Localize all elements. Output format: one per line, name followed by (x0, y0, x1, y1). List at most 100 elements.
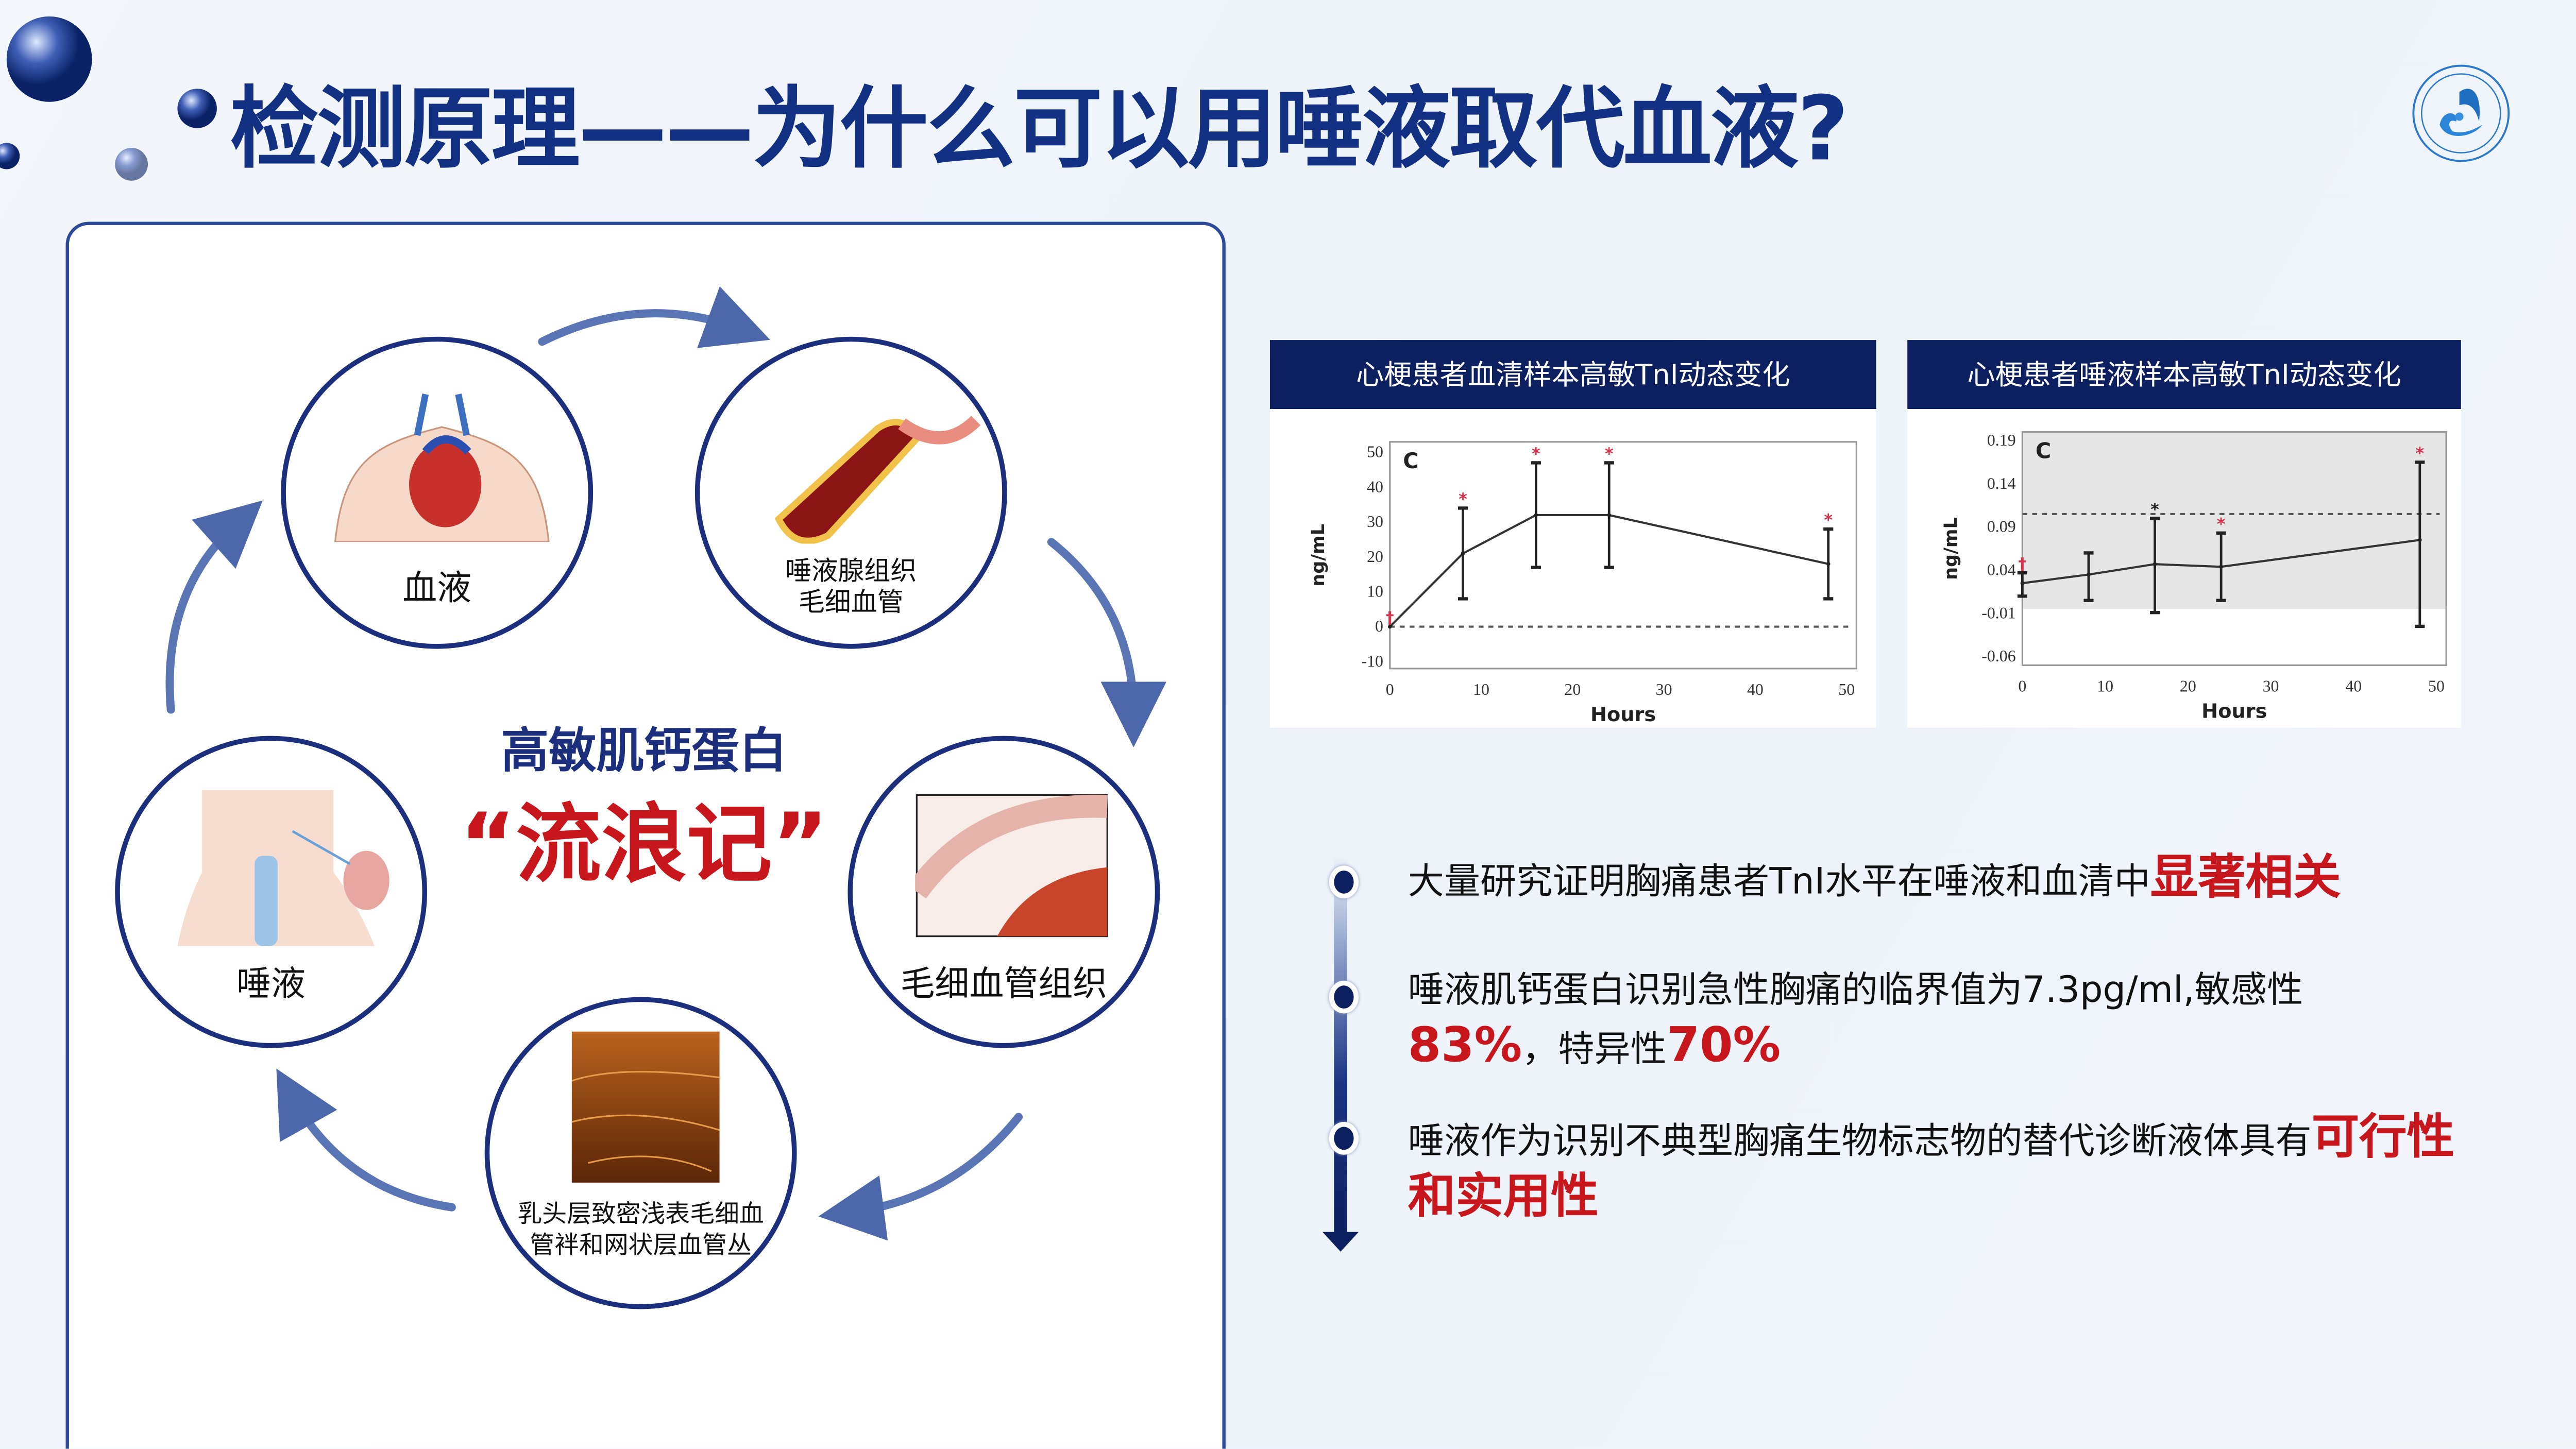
y-tick-label: 0.14 (1987, 474, 2016, 492)
panel-label: C (1403, 449, 1418, 473)
significance-marker: * (1605, 444, 1614, 464)
x-tick-label: 10 (2097, 677, 2113, 695)
x-tick-label: 10 (1473, 680, 1489, 698)
cycle-node-salivary-gland-capillary: 唾液腺组织 毛细血管 (694, 336, 1007, 649)
data-point (2418, 538, 2422, 542)
timeline-line (1334, 854, 1347, 1235)
tissue-section-icon (915, 794, 1108, 937)
bullet-dot-icon (1329, 1121, 1359, 1155)
bullet-3: 唾液作为识别不典型胸痛生物标志物的替代诊断液体具有可行性和实用性 (1408, 1111, 2460, 1229)
x-tick-label: 20 (2180, 677, 2196, 695)
data-point (1387, 624, 1392, 629)
arrow-icon (818, 1113, 1023, 1241)
x-tick-label: 0 (2018, 677, 2026, 695)
y-tick-label: 40 (1367, 478, 1383, 496)
significance-marker: * (2416, 444, 2425, 463)
panel-label: C (2036, 439, 2051, 464)
data-point (2219, 565, 2223, 569)
blood-vessel-icon (774, 416, 981, 544)
molecule-decoration-icon (0, 16, 217, 181)
x-tick-label: 50 (1838, 680, 1855, 698)
chart-header: 心梗患者血清样本高敏TnI动态变化 (1269, 340, 1876, 410)
bullet-highlight: 83% (1408, 1016, 1522, 1073)
significance-marker: * (2150, 500, 2159, 519)
y-tick-label: 30 (1367, 513, 1383, 531)
cycle-node-saliva: 唾液 (115, 736, 428, 1048)
y-tick-label: 0.19 (1987, 431, 2016, 449)
chart-header: 心梗患者唾液样本高敏TnI动态变化 (1907, 340, 2461, 410)
x-tick-label: 30 (2263, 677, 2279, 695)
significance-marker: * (1459, 489, 1467, 509)
heart-anatomy-icon (334, 394, 550, 542)
cycle-arrows (165, 286, 1167, 1241)
y-tick-label: -10 (1361, 652, 1383, 670)
data-point (1461, 551, 1465, 556)
y-tick-label: 0.09 (1987, 518, 2016, 536)
shaded-band (2022, 432, 2447, 609)
neck-thyroid-icon (177, 790, 389, 946)
bullet-text: 大量研究证明胸痛患者TnI水平在唾液和血清中 (1408, 862, 2150, 904)
page-title: 检测原理——为什么可以用唾液取代血液? (230, 77, 1849, 181)
saliva-chart: C -0.06 -0.01 0.04 0.09 0.14 0.19 0 10 20 30 40 50 Ho… (1940, 431, 2447, 723)
center-title: 高敏肌钙蛋白 (501, 723, 787, 779)
node-label: 唾液 (236, 964, 306, 1004)
x-tick-label: 30 (1656, 680, 1672, 698)
node-label: 毛细血管 (798, 586, 904, 618)
serum-chart-card: 心梗患者血清样本高敏TnI动态变化 C -10 0 10 20 30 40 50 0 10 20 30… (1269, 340, 1876, 728)
significance-marker: * (1824, 510, 1833, 530)
y-axis-label: ng/mL (1940, 517, 1961, 580)
y-tick-label: -0.06 (1981, 647, 2015, 665)
arrow-icon (276, 1068, 456, 1212)
bullet-2: 唾液肌钙蛋白识别急性胸痛的临界值为7.3pg/ml,敏感性 83%，特异性70% (1408, 966, 2460, 1078)
y-tick-label: -0.01 (1981, 604, 2015, 622)
bullet-dot-icon (1329, 865, 1359, 899)
arrow-down-icon (1322, 1232, 1359, 1252)
y-tick-label: 50 (1367, 443, 1383, 461)
capillary-micrograph-icon (571, 1031, 720, 1183)
data-point (1607, 513, 1612, 517)
x-axis-label: Hours (2201, 700, 2267, 723)
data-point (2087, 572, 2091, 577)
logo (2412, 64, 2510, 162)
x-tick-label: 0 (1386, 680, 1394, 698)
node-label: 管袢和网状层血管丛 (530, 1230, 752, 1260)
y-tick-label: 20 (1367, 548, 1383, 566)
bullet-dot-icon (1329, 980, 1359, 1014)
data-point (2153, 562, 2157, 567)
cycle-node-blood: 血液 (281, 336, 594, 649)
plot-frame (1389, 441, 1857, 670)
center-subtitle: “流浪记” (460, 796, 828, 895)
significance-marker: * (1532, 444, 1540, 464)
node-label: 毛细血管组织 (900, 964, 1108, 1004)
data-point (2020, 581, 2025, 585)
node-label: 血液 (402, 568, 472, 608)
significance-marker: † (2018, 554, 2026, 574)
significance-marker: † (1386, 608, 1394, 627)
bullet-1: 大量研究证明胸痛患者TnI水平在唾液和血清中显著相关 (1408, 851, 2460, 910)
y-tick-label: 10 (1367, 582, 1383, 600)
x-tick-label: 50 (2428, 677, 2445, 695)
y-axis-label: ng/mL (1308, 524, 1329, 587)
arrow-icon (1047, 538, 1167, 747)
arrow-icon (538, 286, 770, 348)
bullet-text: 唾液肌钙蛋白识别急性胸痛的临界值为7.3pg/ml,敏感性 (1408, 970, 2303, 1012)
data-point (1534, 513, 1538, 517)
cycle-node-papillary-layer: 乳头层致密浅表毛细血 管袢和网状层血管丛 (484, 997, 797, 1309)
node-label: 唾液腺组织 (785, 555, 917, 587)
data-point (1826, 561, 1831, 566)
arrow-icon (165, 500, 263, 714)
bullet-highlight: 显著相关 (2150, 849, 2341, 906)
bullet-text: ，特异性 (1522, 1030, 1667, 1071)
cycle-node-capillary-tissue: 毛细血管组织 (848, 736, 1160, 1048)
bullet-highlight: 70% (1666, 1016, 1781, 1073)
saliva-chart-card: 心梗患者唾液样本高敏TnI动态变化 C -0.06 -0.01 0.04 0.09 0.1… (1907, 340, 2461, 728)
x-tick-label: 40 (2345, 677, 2362, 695)
bullet-highlight: 可行性和实用性 (1408, 1109, 2455, 1224)
x-tick-label: 20 (1564, 680, 1581, 698)
x-tick-label: 40 (1747, 680, 1764, 698)
plot-frame (2021, 431, 2447, 667)
y-tick-label: 0.04 (1987, 561, 2016, 579)
x-axis-label: Hours (1590, 703, 1656, 726)
